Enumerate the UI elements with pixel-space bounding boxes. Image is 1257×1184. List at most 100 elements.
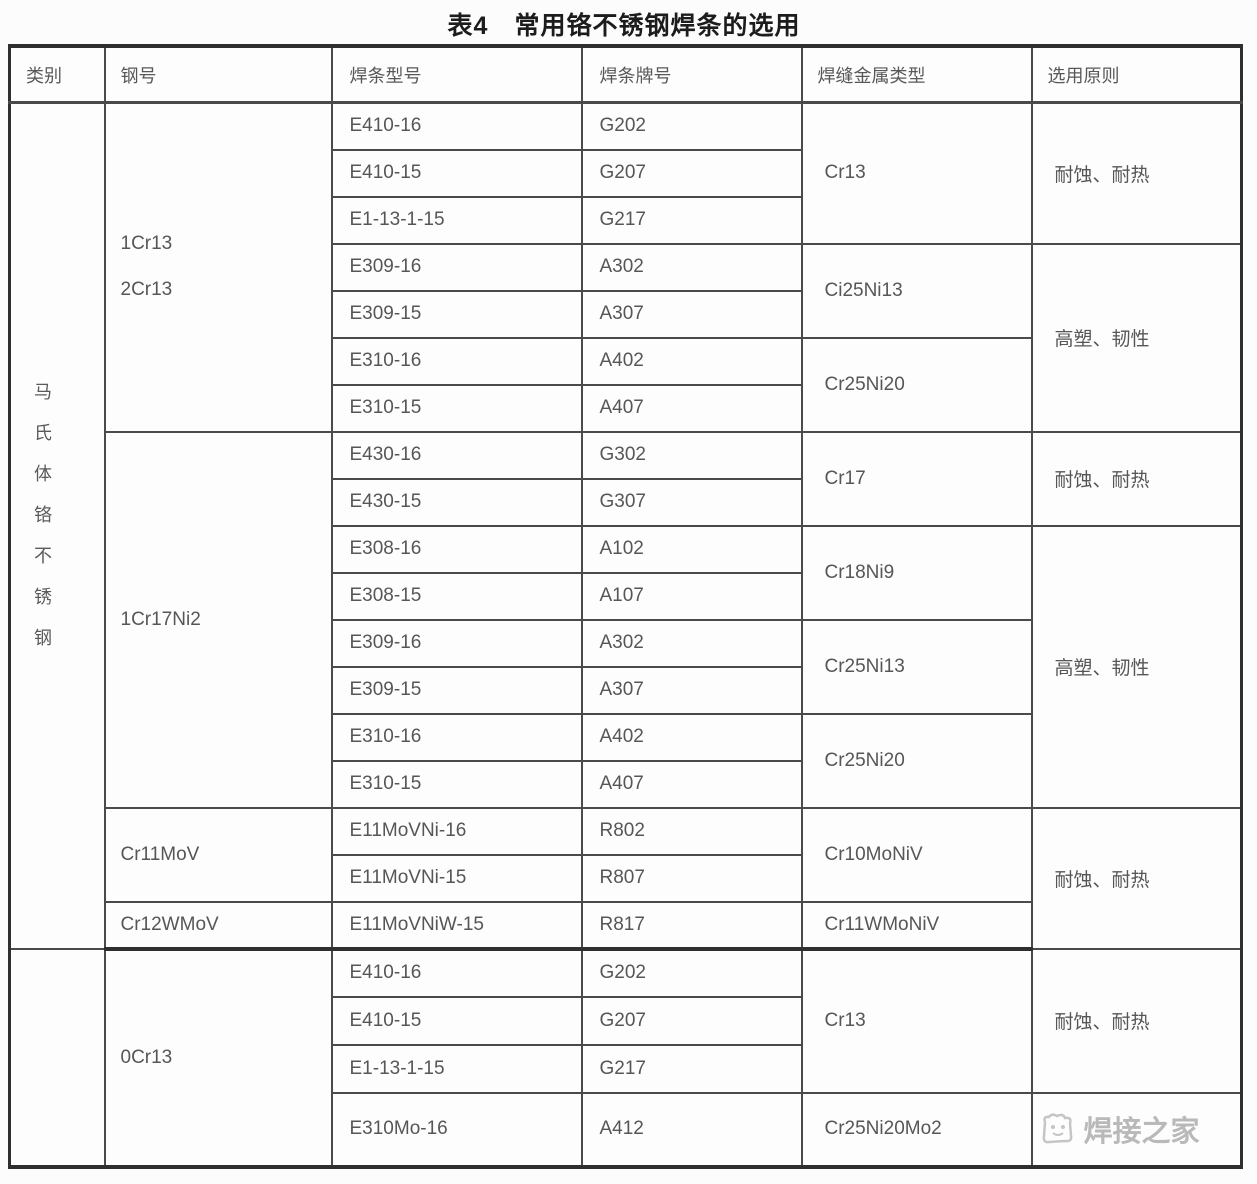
table-title: 表4 常用铬不锈钢焊条的选用 <box>447 12 801 40</box>
cell-weld-metal-type: Ci25Ni13 <box>800 242 1033 339</box>
header-row: 类别 钢号 焊条型号 焊条牌号 焊缝金属类型 选用原则 <box>8 45 1243 104</box>
cell-steel-no: Cr12WMoV <box>103 900 333 951</box>
table-row: Cr11MoV E11MoVNi-16 R802 Cr10MoNiV 耐蚀、耐热 <box>10 806 1243 950</box>
table-row: E11MoVNi-15 R807 <box>10 853 1242 903</box>
table-row: Cr12WMoV E11MoVNiW-15 R817 Cr11WMoNiV <box>10 900 1242 951</box>
table-row: E1-13-1-15 G217 <box>10 195 1242 245</box>
cell-electrode-model: E1-13-1-15 <box>330 1043 583 1094</box>
table-row: E410-15 G207 <box>10 995 1242 1046</box>
table-row: E430-15 G307 <box>10 477 1242 527</box>
cell-electrode-model: E410-16 <box>330 947 583 998</box>
header-category: 类别 <box>8 45 106 104</box>
cell-electrode-model: E410-15 <box>330 148 583 198</box>
table-row: E310-16 A402 Cr25Ni20 <box>10 336 1242 433</box>
cell-electrode-model: E310-16 <box>330 712 583 762</box>
category-cell-martensitic: 马氏体铬不锈钢 <box>8 101 106 950</box>
cell-electrode-brand: G217 <box>580 1043 803 1094</box>
cell-steel-no: 1Cr17Ni2 <box>103 430 333 809</box>
cell-electrode-brand: A302 <box>580 242 803 292</box>
header-steel-no: 钢号 <box>103 45 333 104</box>
cell-electrode-model: E1-13-1-15 <box>330 195 583 245</box>
steel-line: 1Cr13 <box>120 233 173 255</box>
category-label: 马氏体铬不锈钢 <box>32 382 52 670</box>
table-row: E309-15 A307 <box>10 665 1242 715</box>
cell-electrode-brand: A302 <box>580 618 803 668</box>
cell-selection-principle: 耐蚀、耐热 <box>1030 430 1243 527</box>
table-row: E308-16 A102 Cr18Ni9 高塑、韧性 <box>10 524 1243 809</box>
cell-electrode-brand: A102 <box>580 524 803 574</box>
cell-weld-metal-type: Cr25Ni20 <box>800 712 1033 809</box>
cell-electrode-model: E308-15 <box>330 571 583 621</box>
cell-selection-principle: 耐蚀、耐热 <box>1030 947 1243 1094</box>
table-row: 1Cr17Ni2 E430-16 G302 Cr17 耐蚀、耐热 <box>10 430 1243 809</box>
cell-weld-metal-type: Cr17 <box>800 430 1033 527</box>
cell-electrode-model: E309-16 <box>330 242 583 292</box>
table-row: E309-16 A302 Cr25Ni13 <box>10 618 1242 715</box>
steel-line: 2Cr13 <box>120 279 173 301</box>
table-row: 马氏体铬不锈钢 1Cr13 2Cr13 E410-16 G202 Cr13 耐蚀… <box>8 101 1243 950</box>
cell-weld-metal-type: Cr11WMoNiV <box>800 900 1033 951</box>
cell-electrode-model: E309-15 <box>330 289 583 339</box>
cell-weld-metal-type: Cr25Ni20Mo2 <box>800 1091 1033 1168</box>
cell-electrode-model: E310-15 <box>330 383 583 433</box>
header-weld-metal-type: 焊缝金属类型 <box>800 45 1033 104</box>
cell-electrode-model: E309-15 <box>330 665 583 715</box>
header-electrode-brand: 焊条牌号 <box>580 45 803 104</box>
electrode-selection-table: 类别 钢号 焊条型号 焊条牌号 焊缝金属类型 选用原则 马氏体铬不锈钢 1Cr1… <box>8 44 1243 1169</box>
cell-weld-metal-type: Cr13 <box>800 947 1033 1094</box>
cell-electrode-model: E11MoVNiW-15 <box>330 900 583 951</box>
cell-electrode-brand: G217 <box>580 195 803 245</box>
cell-electrode-model: E309-16 <box>330 618 583 668</box>
cell-electrode-model: E11MoVNi-16 <box>330 806 583 856</box>
watermark: 焊接之家 <box>1034 1108 1240 1150</box>
watermark-text: 焊接之家 <box>1083 1116 1200 1148</box>
table-row: E310Mo-16 A412 Cr25Ni20Mo2 焊接之家 <box>10 1091 1243 1168</box>
table-row: E1-13-1-15 G217 <box>10 1043 1242 1094</box>
cell-weld-metal-type: Cr25Ni20 <box>800 336 1033 433</box>
table-row: 0Cr13 E410-16 G202 Cr13 耐蚀、耐热 <box>8 947 1243 1168</box>
cell-electrode-model: E410-15 <box>330 995 583 1046</box>
cell-selection-principle: 高塑、韧性 <box>1030 242 1243 433</box>
cell-steel-no: 1Cr13 2Cr13 <box>103 101 333 433</box>
cell-electrode-model: E11MoVNi-15 <box>330 853 583 903</box>
cell-steel-no: Cr11MoV <box>103 806 333 903</box>
category-cell-empty <box>8 947 106 1168</box>
cell-steel-no: 0Cr13 <box>103 947 333 1168</box>
cell-weld-metal-type: Cr10MoNiV <box>800 806 1033 903</box>
cell-weld-metal-type: Cr18Ni9 <box>800 524 1033 621</box>
cell-electrode-brand: A107 <box>580 571 803 621</box>
cell-electrode-model: E310Mo-16 <box>330 1091 583 1168</box>
cell-electrode-model: E310-16 <box>330 336 583 386</box>
cell-electrode-brand: G302 <box>580 430 803 480</box>
cell-electrode-brand: A412 <box>580 1091 803 1168</box>
cell-watermark: 焊接之家 <box>1030 1091 1243 1168</box>
cell-electrode-brand: R802 <box>580 806 803 856</box>
table-row: E310-15 A407 <box>10 759 1242 809</box>
cell-selection-principle: 高塑、韧性 <box>1030 524 1243 809</box>
cell-electrode-model: E410-16 <box>330 101 583 151</box>
welding-home-logo-icon <box>1042 1113 1072 1144</box>
cell-electrode-model: E430-15 <box>330 477 583 527</box>
table-row: E309-15 A307 <box>10 289 1242 339</box>
cell-weld-metal-type: Cr13 <box>800 101 1033 245</box>
cell-electrode-model: E430-16 <box>330 430 583 480</box>
cell-electrode-brand: A407 <box>580 759 803 809</box>
cell-electrode-brand: R807 <box>580 853 803 903</box>
cell-electrode-brand: G207 <box>580 995 803 1046</box>
cell-electrode-brand: A402 <box>580 336 803 386</box>
header-selection-principle: 选用原则 <box>1030 45 1243 104</box>
cell-weld-metal-type: Cr25Ni13 <box>800 618 1033 715</box>
cell-electrode-brand: A307 <box>580 289 803 339</box>
cell-electrode-model: E308-16 <box>330 524 583 574</box>
cell-electrode-brand: A402 <box>580 712 803 762</box>
cell-selection-principle: 耐蚀、耐热 <box>1030 101 1243 245</box>
table-row: E410-15 G207 <box>10 148 1242 198</box>
cell-electrode-brand: G202 <box>580 101 803 151</box>
table-row: E308-15 A107 <box>10 571 1242 621</box>
cell-electrode-brand: G207 <box>580 148 803 198</box>
cell-electrode-brand: G202 <box>580 947 803 998</box>
cell-selection-principle: 耐蚀、耐热 <box>1030 806 1243 950</box>
cell-electrode-brand: A407 <box>580 383 803 433</box>
cell-electrode-model: E310-15 <box>330 759 583 809</box>
table-row: E310-15 A407 <box>10 383 1242 433</box>
